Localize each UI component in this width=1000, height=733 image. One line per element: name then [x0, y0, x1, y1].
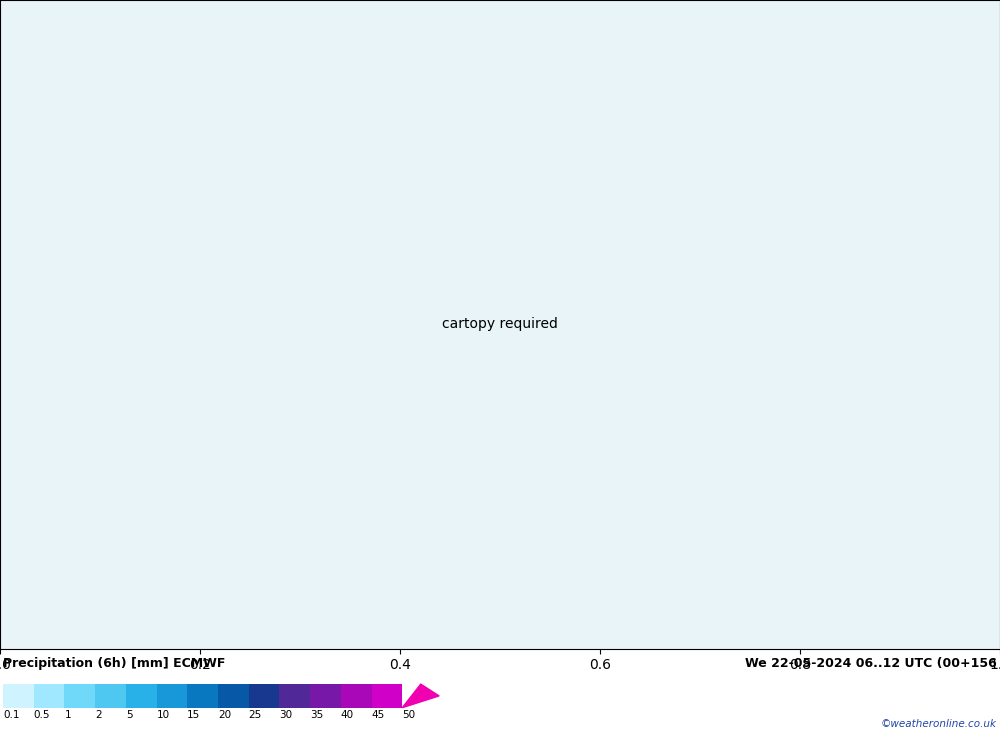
Bar — [64, 684, 95, 708]
Bar — [279, 684, 310, 708]
Text: 40: 40 — [341, 710, 354, 721]
Bar — [372, 684, 402, 708]
Bar — [157, 684, 187, 708]
Bar — [34, 684, 64, 708]
Text: 0.5: 0.5 — [34, 710, 50, 721]
Text: ©weatheronline.co.uk: ©weatheronline.co.uk — [881, 719, 997, 729]
Bar — [95, 684, 126, 708]
Bar — [126, 684, 157, 708]
Text: 10: 10 — [157, 710, 170, 721]
Polygon shape — [402, 684, 439, 708]
Bar — [218, 684, 249, 708]
Text: cartopy required: cartopy required — [442, 317, 558, 331]
Text: 2: 2 — [95, 710, 102, 721]
Text: We 22-05-2024 06..12 UTC (00+156: We 22-05-2024 06..12 UTC (00+156 — [745, 657, 997, 670]
Text: 1: 1 — [64, 710, 71, 721]
Bar — [310, 684, 341, 708]
Text: 35: 35 — [310, 710, 323, 721]
Text: 0.1: 0.1 — [3, 710, 20, 721]
Text: 5: 5 — [126, 710, 132, 721]
Text: 20: 20 — [218, 710, 231, 721]
Text: Precipitation (6h) [mm] ECMWF: Precipitation (6h) [mm] ECMWF — [3, 657, 225, 670]
Text: 50: 50 — [402, 710, 415, 721]
Text: 45: 45 — [372, 710, 385, 721]
Text: 30: 30 — [279, 710, 293, 721]
Bar — [249, 684, 279, 708]
Bar — [187, 684, 218, 708]
Bar — [341, 684, 372, 708]
Text: 25: 25 — [249, 710, 262, 721]
Text: 15: 15 — [187, 710, 201, 721]
Bar — [3, 684, 34, 708]
